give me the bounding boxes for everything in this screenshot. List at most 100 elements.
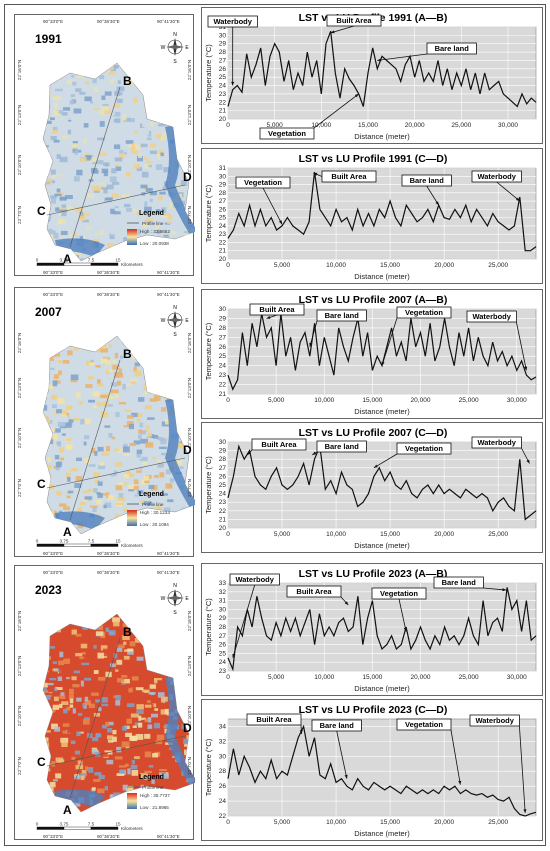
lst-cell [117,497,126,501]
lst-cell [78,258,86,261]
lst-cell [124,482,128,485]
annotation-box [469,714,520,727]
annotation-arrowhead [403,627,407,632]
x-tick-label: 30,000 [507,674,527,681]
lst-cell [115,783,122,790]
lst-cell [54,428,61,433]
lst-cell [95,699,101,703]
lst-cell [43,126,46,130]
lst-cell [75,88,82,92]
lst-cell [76,441,84,446]
lst-cell [159,629,164,633]
lst-cell [43,614,50,615]
lst-cell [142,227,148,233]
lst-cell [147,417,155,420]
lst-cell [143,475,150,481]
lst-cell [123,148,127,153]
lst-cell [180,249,185,252]
lst-profile-line [227,313,537,391]
lst-cell [91,692,99,696]
lst-cell [174,667,183,674]
lst-cell [128,338,136,344]
lst-cell [56,188,61,193]
lst-cell [121,381,128,384]
lst-cell [149,150,157,155]
lst-cell [136,454,142,458]
lst-cell [94,479,98,485]
lst-cell [95,631,104,636]
lst-cell [80,502,86,506]
lst-cell [94,529,100,534]
annotation-arrowhead [299,730,303,734]
lst-cell [100,752,108,757]
lst-cell [84,620,88,625]
lst-cell [101,187,109,190]
lst-cell [51,532,56,534]
lst-cell [144,733,151,739]
lst-cell [76,169,83,176]
lst-cell [47,367,55,370]
lst-cell [58,92,66,97]
lst-cell [181,723,186,730]
lst-cell [134,362,140,367]
river [165,398,197,508]
lst-cell [192,168,197,171]
y-tick-label: 27 [219,633,227,640]
lst-cell [45,531,52,534]
lst-cell [173,186,182,189]
x-tick-label: 10,000 [314,397,334,404]
y-tick-label: 30 [219,173,227,180]
lst-cell [131,381,136,385]
profile-line-cd [46,735,186,767]
y-axis-label: Temperature (°C) [204,184,213,242]
lst-cell [165,373,173,378]
lst-cell [159,493,168,496]
lst-cell [86,620,91,626]
lst-cell [126,383,132,386]
lon-label: 90°33'0"E [43,292,63,297]
lst-cell [158,446,167,450]
lst-cell [160,152,164,157]
lst-cell [193,214,197,218]
lst-cell [115,462,123,467]
lst-cell [95,365,101,368]
lst-cell [52,433,58,440]
annotation-label: Waterbody [475,716,514,725]
lst-cell [129,735,136,741]
annotation-arrowhead [354,93,359,98]
lst-cell [109,233,115,240]
lst-cell [134,336,138,342]
lst-cell [98,812,106,816]
lst-cell [190,82,197,88]
profile-point-c: C [37,204,46,218]
lst-cell [52,779,58,782]
lst-cell [133,658,141,664]
lst-cell [53,353,61,357]
lst-profile-line [227,724,537,817]
y-tick-label: 21 [219,391,227,398]
lst-cell [121,708,127,713]
lst-cell [118,769,125,774]
lst-cell [72,529,78,533]
lst-cell [107,243,115,249]
x-tick-label: 10,000 [326,531,346,538]
lst-cell [179,516,186,523]
annotation-arrow [483,587,507,591]
lst-cell [135,628,143,635]
lst-cell [180,378,186,384]
lst-cell [107,395,115,400]
lst-cell [47,93,51,96]
annotation-arrow [519,725,526,814]
lst-cell [105,627,110,633]
lst-cell [178,614,184,620]
lst-cell [99,341,107,344]
lst-cell [193,705,197,710]
lst-cell [58,642,65,648]
lat-label: 22°13'0"N [17,105,22,125]
y-tick-label: 30 [219,753,227,760]
lst-cell [75,652,83,657]
lst-cell [63,64,70,68]
lst-cell [108,432,113,438]
compass-needle-icon [166,318,184,322]
lst-cell [43,682,48,688]
